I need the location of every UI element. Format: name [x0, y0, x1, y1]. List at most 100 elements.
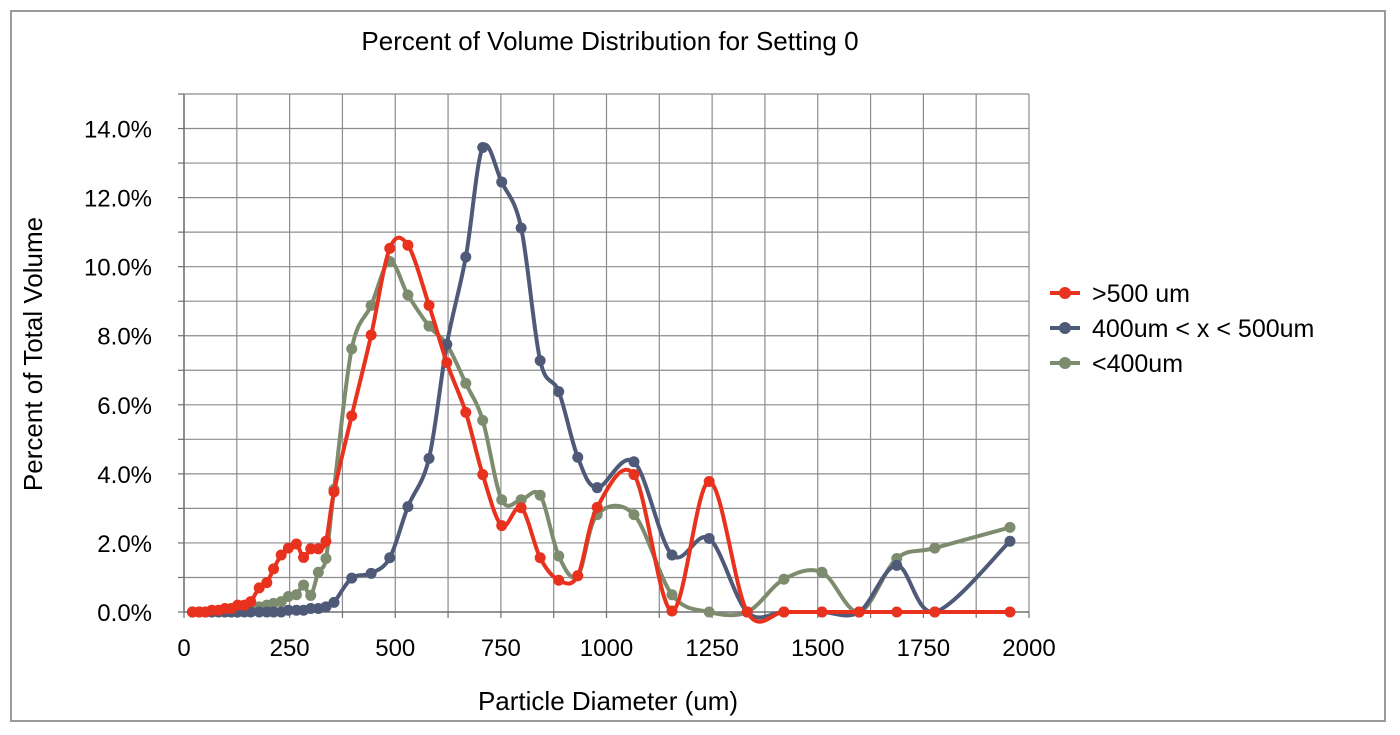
data-point-0-44	[1004, 606, 1016, 618]
data-point-0-27	[460, 406, 472, 418]
x-tick-label: 1750	[897, 635, 950, 662]
data-point-0-9	[245, 596, 257, 608]
data-point-1-23	[384, 552, 396, 564]
y-tick-label: 12.0%	[84, 186, 152, 213]
x-tick-label: 1250	[685, 635, 738, 662]
data-point-1-44	[1004, 535, 1016, 547]
x-tick-label: 500	[375, 635, 415, 662]
x-tick-label: 750	[481, 635, 521, 662]
data-point-1-12	[268, 606, 280, 618]
data-point-1-24	[402, 501, 414, 513]
data-point-1-19	[320, 601, 332, 613]
data-point-0-16	[298, 551, 310, 563]
data-point-1-33	[572, 451, 584, 463]
legend: >500 um 400um < x < 500um <400um	[1050, 280, 1314, 378]
data-point-0-19	[320, 535, 332, 547]
series-0	[186, 235, 1016, 624]
series-line-2	[192, 259, 1011, 618]
data-point-2-30	[515, 494, 527, 506]
x-tick-label: 250	[270, 635, 310, 662]
data-point-2-29	[496, 494, 508, 506]
data-point-1-35	[628, 456, 640, 468]
data-point-0-43	[929, 606, 941, 618]
legend-label-0: >500 um	[1092, 280, 1190, 308]
data-point-0-35	[628, 469, 640, 481]
y-tick-label: 6.0%	[97, 393, 152, 420]
data-point-2-17	[305, 589, 317, 601]
data-point-0-36	[666, 605, 678, 617]
data-point-2-28	[477, 414, 489, 426]
data-point-2-15	[290, 589, 302, 601]
legend-label-2: <400um	[1092, 350, 1183, 378]
data-point-2-19	[320, 552, 332, 564]
data-point-1-17	[305, 603, 317, 615]
chart-grid	[183, 93, 1030, 612]
data-point-2-18	[312, 566, 324, 578]
legend-marker-1	[1059, 322, 1071, 334]
x-tick-labels: 0 250 500 750 1000 1250 1500 1750 2000	[177, 635, 1055, 662]
data-point-1-27	[460, 251, 472, 263]
data-point-0-11	[261, 577, 273, 589]
series-2	[186, 255, 1016, 618]
data-point-0-41	[853, 606, 865, 618]
data-point-1-10	[253, 606, 265, 618]
chart-series	[186, 142, 1016, 624]
data-point-1-21	[346, 572, 358, 584]
data-point-2-40	[816, 566, 828, 578]
data-point-1-31	[534, 355, 546, 367]
data-point-0-38	[741, 606, 753, 618]
data-point-2-44	[1004, 521, 1016, 533]
data-point-2-37	[703, 606, 715, 618]
data-point-0-37	[703, 475, 715, 487]
legend-marker-0	[1059, 287, 1071, 299]
data-point-0-33	[572, 570, 584, 582]
data-point-1-32	[553, 386, 565, 398]
data-point-1-30	[515, 222, 527, 234]
legend-label-1: 400um < x < 500um	[1092, 315, 1314, 343]
data-point-0-40	[816, 606, 828, 618]
data-point-1-26	[441, 338, 453, 350]
data-point-0-42	[891, 606, 903, 618]
y-tick-label: 10.0%	[84, 255, 152, 282]
data-point-1-37	[703, 532, 715, 544]
data-point-0-25	[423, 299, 435, 311]
data-point-0-29	[496, 520, 508, 532]
x-tick-label: 2000	[1002, 635, 1055, 662]
data-point-2-25	[423, 320, 435, 332]
data-point-1-20	[328, 596, 340, 608]
y-tick-labels: 0.0% 2.0% 4.0% 6.0% 8.0% 10.0% 12.0% 14.0%	[84, 117, 152, 627]
data-point-2-36	[666, 589, 678, 601]
data-point-0-13	[275, 549, 287, 561]
data-point-1-25	[423, 452, 435, 464]
data-point-2-24	[402, 289, 414, 301]
data-point-0-23	[384, 242, 396, 254]
data-point-0-22	[365, 329, 377, 341]
y-tick-label: 4.0%	[97, 462, 152, 489]
data-point-0-34	[591, 501, 603, 513]
data-point-0-20	[328, 486, 340, 498]
data-point-0-28	[477, 469, 489, 481]
data-point-0-12	[268, 563, 280, 575]
data-point-2-43	[929, 542, 941, 554]
x-tick-label: 1500	[791, 635, 844, 662]
data-point-0-32	[553, 574, 565, 586]
data-point-0-30	[515, 502, 527, 514]
legend-marker-2	[1059, 357, 1071, 369]
data-point-2-35	[628, 509, 640, 521]
data-point-0-15	[290, 538, 302, 550]
x-tick-label: 0	[177, 635, 190, 662]
data-point-1-34	[591, 482, 603, 494]
data-point-0-39	[778, 606, 790, 618]
data-point-2-21	[346, 343, 358, 355]
data-point-2-22	[365, 299, 377, 311]
y-tick-label: 14.0%	[84, 117, 152, 144]
y-tick-label: 8.0%	[97, 324, 152, 351]
data-point-2-16	[298, 579, 310, 591]
data-point-2-31	[534, 489, 546, 501]
x-axis-title: Particle Diameter (um)	[478, 686, 738, 716]
data-point-1-28	[477, 142, 489, 154]
data-point-2-39	[778, 573, 790, 585]
data-point-0-18	[312, 543, 324, 555]
series-line-0	[192, 235, 1010, 624]
